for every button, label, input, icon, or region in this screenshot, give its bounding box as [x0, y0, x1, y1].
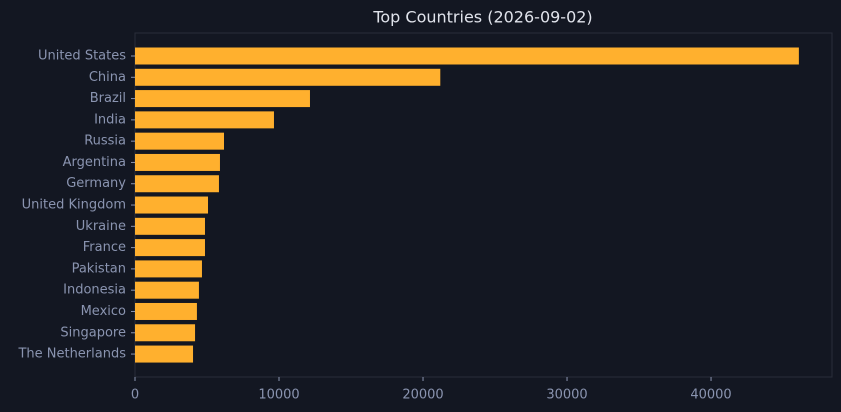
x-tick-label: 10000	[258, 388, 299, 403]
bar	[135, 90, 310, 108]
bar	[135, 132, 224, 150]
bar	[135, 239, 205, 257]
y-tick-label: France	[83, 240, 126, 255]
x-tick-label: 40000	[690, 388, 731, 403]
y-tick-label: India	[94, 112, 126, 127]
y-tick-label: Mexico	[81, 304, 126, 319]
bar	[135, 153, 220, 171]
y-tick-label: Ukraine	[76, 219, 126, 234]
x-tick-label: 30000	[546, 388, 587, 403]
x-tick-label: 20000	[402, 388, 443, 403]
y-tick-label: United States	[38, 49, 126, 64]
y-tick-label: The Netherlands	[17, 347, 126, 362]
y-tick-label: United Kingdom	[22, 198, 126, 213]
bar	[135, 111, 274, 129]
bar	[135, 281, 199, 299]
bar	[135, 47, 799, 65]
bar	[135, 260, 202, 278]
bar	[135, 68, 441, 86]
x-tick-label: 0	[131, 388, 139, 403]
y-tick-label: Indonesia	[63, 283, 126, 298]
y-tick-label: Russia	[84, 134, 126, 149]
y-tick-label: Brazil	[90, 91, 126, 106]
y-tick-label: Argentina	[63, 155, 126, 170]
bar	[135, 302, 197, 320]
y-tick-label: Pakistan	[72, 261, 126, 276]
y-tick-label: Singapore	[60, 325, 126, 340]
bar	[135, 324, 196, 342]
bar	[135, 345, 194, 363]
y-tick-label: Germany	[66, 176, 126, 191]
bar	[135, 175, 219, 193]
bar	[135, 217, 205, 235]
chart-title: Top Countries (2026-09-02)	[372, 8, 592, 27]
bar	[135, 196, 209, 214]
y-tick-label: China	[89, 70, 126, 85]
